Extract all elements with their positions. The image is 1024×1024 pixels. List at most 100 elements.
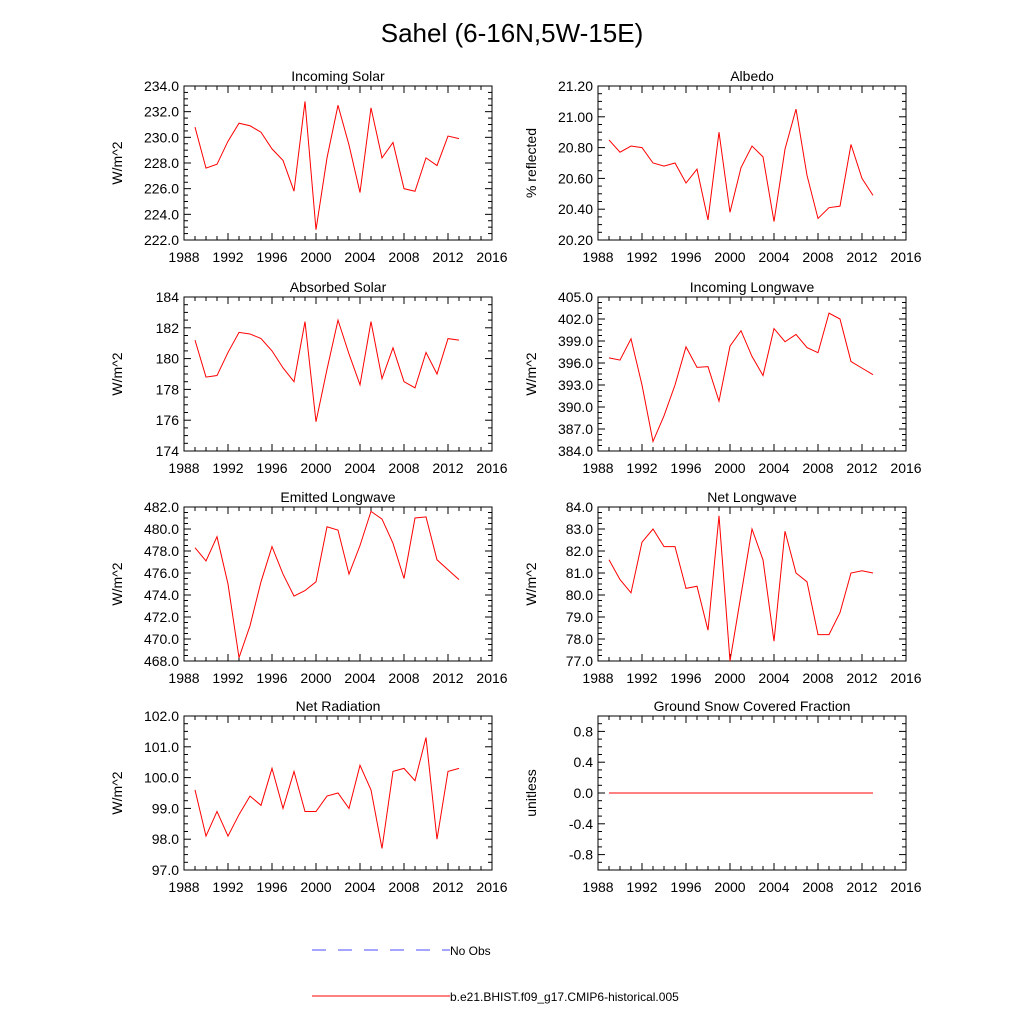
incoming-solar-xtick-label: 2016 xyxy=(476,249,507,265)
net-radiation-xtick-label: 2004 xyxy=(344,879,375,895)
emitted-longwave-xtick-label: 1988 xyxy=(168,670,199,686)
incoming-longwave-ytick-label: 390.0 xyxy=(558,399,593,415)
net-radiation-point xyxy=(227,835,229,837)
incoming-solar-frame xyxy=(183,85,493,241)
net-longwave-point xyxy=(839,611,841,613)
incoming-longwave-point xyxy=(773,327,775,329)
ground-snow-covered-fraction-point xyxy=(608,792,610,794)
emitted-longwave-series-line xyxy=(194,510,460,658)
absorbed-solar-point xyxy=(436,373,438,375)
incoming-longwave-ytick-label: 402.0 xyxy=(558,311,593,327)
net-radiation-xtick-label: 2012 xyxy=(432,879,463,895)
absorbed-solar-xtick-label: 2000 xyxy=(300,460,331,476)
net-radiation-point xyxy=(436,838,438,840)
figure-title: Sahel (6-16N,5W-15E) xyxy=(381,18,644,48)
net-longwave-ytick-label: 80.0 xyxy=(566,587,593,603)
ground-snow-covered-fraction-point xyxy=(652,792,654,794)
net-longwave-ytick-label: 81.0 xyxy=(566,565,593,581)
incoming-longwave-xtick-label: 2016 xyxy=(890,460,921,476)
incoming-longwave-point xyxy=(751,355,753,357)
emitted-longwave-point xyxy=(293,595,295,597)
incoming-longwave-point xyxy=(861,367,863,369)
albedo-point xyxy=(641,146,643,148)
incoming-solar-point xyxy=(359,191,361,193)
emitted-longwave-point xyxy=(326,526,328,528)
absorbed-solar-ytick-label: 182 xyxy=(156,320,180,336)
net-radiation-point xyxy=(216,810,218,812)
albedo-point xyxy=(630,145,632,147)
absorbed-solar-xtick-label: 1996 xyxy=(256,460,287,476)
absorbed-solar-point xyxy=(249,333,251,335)
incoming-longwave-title: Incoming Longwave xyxy=(690,279,815,295)
albedo-point xyxy=(674,162,676,164)
net-radiation-point xyxy=(425,736,427,738)
ground-snow-covered-fraction-xtick-label: 2000 xyxy=(714,879,745,895)
absorbed-solar-point xyxy=(425,351,427,353)
net-radiation-point xyxy=(194,789,196,791)
albedo-point xyxy=(784,148,786,150)
ground-snow-covered-fraction-xtick-label: 1992 xyxy=(626,879,657,895)
net-longwave-xtick-label: 2016 xyxy=(890,670,921,686)
ground-snow-covered-fraction-point xyxy=(718,792,720,794)
emitted-longwave-point xyxy=(304,589,306,591)
net-radiation-point xyxy=(414,779,416,781)
albedo-point xyxy=(795,108,797,110)
net-longwave-point xyxy=(740,594,742,596)
panel-ground-snow-covered-fraction: Ground Snow Covered Fraction unitless 1988… xyxy=(523,698,922,895)
net-longwave-point xyxy=(751,528,753,530)
ground-snow-covered-fraction-point xyxy=(685,792,687,794)
net-radiation-ytick-label: 102.0 xyxy=(144,708,179,724)
panel-net-radiation: Net Radiation W/m^2 1988 1992 1996 2000 2004 20… xyxy=(109,698,508,895)
incoming-longwave-point xyxy=(850,360,852,362)
emitted-longwave-point xyxy=(337,529,339,531)
absorbed-solar-point xyxy=(414,387,416,389)
emitted-longwave-point xyxy=(425,516,427,518)
incoming-longwave-ytick-label: 384.0 xyxy=(558,443,593,459)
net-radiation-xtick-label: 1992 xyxy=(212,879,243,895)
incoming-solar-point xyxy=(381,157,383,159)
incoming-longwave-point xyxy=(839,318,841,320)
emitted-longwave-ytick-label: 472.0 xyxy=(144,609,179,625)
net-longwave-xtick-label: 2008 xyxy=(802,670,833,686)
emitted-longwave-ytick-label: 470.0 xyxy=(144,631,179,647)
emitted-longwave-point xyxy=(271,545,273,547)
incoming-longwave-xtick-label: 1996 xyxy=(670,460,701,476)
absorbed-solar-xtick-label: 1988 xyxy=(168,460,199,476)
incoming-longwave-point xyxy=(630,338,632,340)
absorbed-solar-point xyxy=(403,381,405,383)
albedo-point xyxy=(696,168,698,170)
incoming-solar-point xyxy=(238,122,240,124)
net-radiation-point xyxy=(271,767,273,769)
panel-incoming-longwave: Incoming Longwave W/m^2 1988 1992 1996 2000 20… xyxy=(523,279,922,476)
incoming-longwave-point xyxy=(729,345,731,347)
incoming-longwave-point xyxy=(685,346,687,348)
net-radiation-xtick-label: 2008 xyxy=(388,879,419,895)
absorbed-solar-point xyxy=(370,320,372,322)
net-longwave-xtick-label: 2012 xyxy=(846,670,877,686)
incoming-solar-point xyxy=(348,144,350,146)
absorbed-solar-point xyxy=(392,347,394,349)
absorbed-solar-ytick-label: 180 xyxy=(156,351,180,367)
emitted-longwave-xtick-label: 2012 xyxy=(432,670,463,686)
emitted-longwave-ytick-label: 478.0 xyxy=(144,543,179,559)
incoming-longwave-xtick-label: 1988 xyxy=(582,460,613,476)
net-radiation-title: Net Radiation xyxy=(296,698,381,714)
absorbed-solar-series-line xyxy=(194,318,460,422)
ground-snow-covered-fraction-xtick-label: 2012 xyxy=(846,879,877,895)
panels: Incoming Solar W/m^2 1988 1992 1996 2000 2004 2… xyxy=(109,68,922,895)
net-radiation-xtick-label: 2000 xyxy=(300,879,331,895)
albedo-point xyxy=(718,131,720,133)
albedo-ytick-label: 20.20 xyxy=(558,232,593,248)
legend: No Obs b.e21.BHIST.f09_g17.CMIP6-histori… xyxy=(312,944,679,1004)
albedo-ytick-label: 20.60 xyxy=(558,170,593,186)
net-longwave-point xyxy=(619,578,621,580)
net-longwave-point xyxy=(674,545,676,547)
absorbed-solar-title: Absorbed Solar xyxy=(290,279,387,295)
incoming-longwave-point xyxy=(674,384,676,386)
net-longwave-point xyxy=(773,640,775,642)
incoming-longwave-point xyxy=(740,330,742,332)
net-longwave-point xyxy=(696,585,698,587)
net-longwave-point xyxy=(663,545,665,547)
ground-snow-covered-fraction-point xyxy=(641,792,643,794)
ground-snow-covered-fraction-point xyxy=(663,792,665,794)
